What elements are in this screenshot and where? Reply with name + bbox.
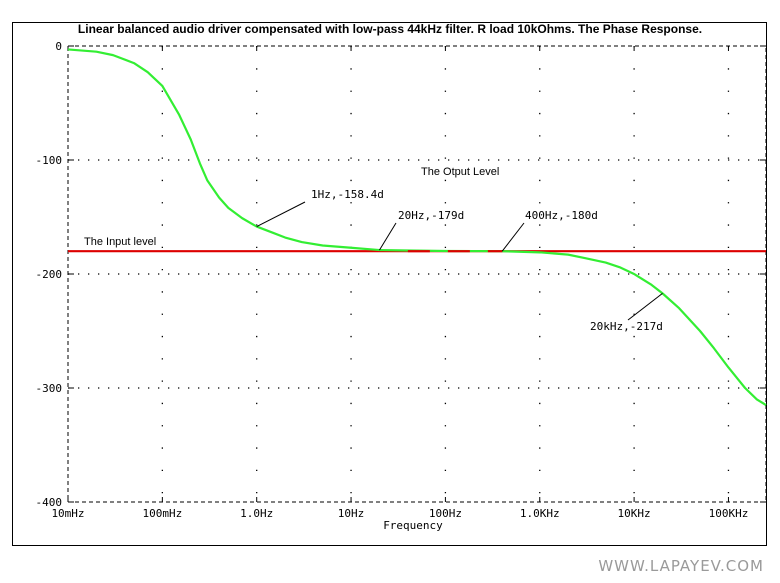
x-tick-label: 10Hz [338, 507, 365, 520]
output-level-label: The Otput Level [421, 166, 499, 178]
x-axis-label: Frequency [383, 519, 443, 532]
annotation-label: 20kHz,-217d [590, 320, 663, 333]
y-tick-label: -100 [36, 154, 63, 167]
y-tick-label: -200 [36, 268, 63, 281]
x-tick-label: 1.0KHz [520, 507, 560, 520]
y-tick-label: 0 [55, 40, 62, 53]
y-tick-label: -300 [36, 382, 63, 395]
x-tick-label: 1.0Hz [240, 507, 273, 520]
annotation-leader [501, 222, 525, 252]
annotation-label: 400Hz,-180d [525, 209, 598, 222]
plot-border [67, 45, 767, 503]
annotation-label: 20Hz,-179d [398, 209, 464, 222]
annotation-leader [627, 292, 663, 321]
annotation-leader [379, 222, 397, 251]
annotation-leader [256, 201, 306, 228]
x-tick-label: 100mHz [142, 507, 182, 520]
chart-frame [12, 22, 767, 546]
x-tick-label: 100Hz [429, 507, 462, 520]
chart-title: Linear balanced audio driver compensated… [77, 22, 703, 36]
x-tick-label: 100KHz [709, 507, 749, 520]
output-level-line [67, 48, 767, 407]
x-tick-label: 10KHz [618, 507, 651, 520]
annotation-label: 1Hz,-158.4d [311, 188, 384, 201]
watermark: WWW.LAPAYEV.COM [598, 557, 764, 575]
x-tick-label: 10mHz [51, 507, 84, 520]
input-level-label: The Input level [84, 236, 156, 248]
y-tick-label: -400 [36, 496, 63, 509]
